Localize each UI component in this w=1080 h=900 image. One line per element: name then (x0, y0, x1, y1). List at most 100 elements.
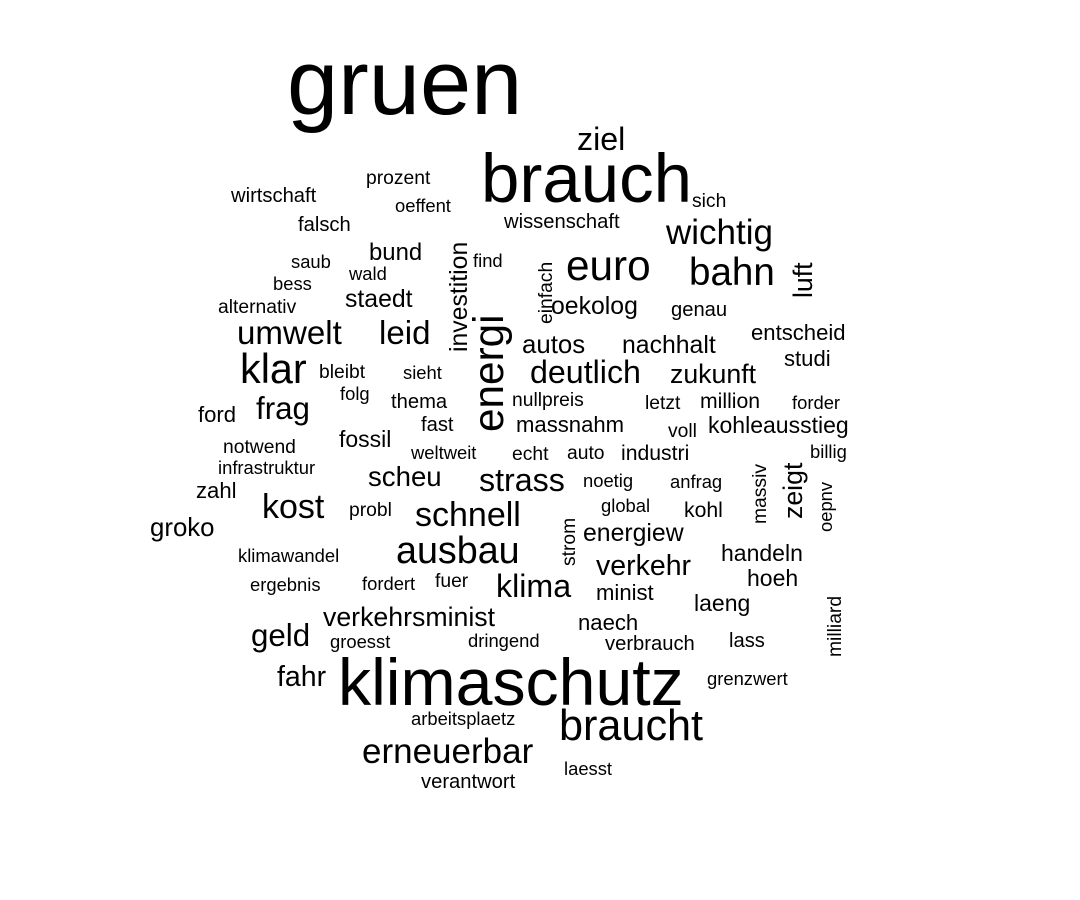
word-noetig: noetig (583, 470, 633, 491)
word-sich: sich (692, 191, 726, 212)
word-verantwort: verantwort (421, 771, 516, 793)
word-fast: fast (421, 414, 454, 436)
word-wald: wald (348, 263, 387, 284)
word-billig: billig (810, 441, 847, 462)
word-klima: klima (496, 568, 571, 604)
word-handeln: handeln (721, 540, 803, 566)
word-nachhalt: nachhalt (622, 332, 716, 359)
word-minist: minist (596, 580, 654, 605)
word-klar: klar (240, 346, 307, 392)
word-global: global (601, 495, 650, 516)
word-letzt: letzt (645, 393, 681, 414)
word-staedt: staedt (345, 286, 413, 313)
word-kost: kost (262, 488, 325, 526)
word-nullpreis: nullpreis (512, 390, 584, 411)
word-naech: naech (578, 610, 638, 635)
word-wissenschaft: wissenschaft (503, 211, 620, 233)
word-grenzwert: grenzwert (707, 668, 788, 689)
word-arbeitsplaetz: arbeitsplaetz (411, 708, 515, 729)
word-scheu: scheu (368, 461, 442, 492)
word-bleibt: bleibt (319, 362, 366, 383)
word-saub: saub (291, 251, 331, 272)
word-kohleausstieg: kohleausstieg (708, 412, 849, 438)
word-groko: groko (150, 514, 215, 542)
word-industri: industri (621, 442, 689, 465)
word-massnahm: massnahm (516, 412, 624, 437)
word-schnell: schnell (415, 496, 521, 534)
word-wirtschaft: wirtschaft (230, 185, 317, 207)
word-forder: forder (792, 392, 840, 413)
word-hoeh: hoeh (747, 565, 798, 591)
word-deutlich: deutlich (530, 354, 641, 390)
word-fahr: fahr (277, 661, 327, 693)
word-auto: auto (567, 443, 605, 464)
word-strom: strom (559, 518, 580, 566)
word-groesst: groesst (330, 631, 390, 652)
word-ausbau: ausbau (396, 529, 520, 571)
word-notwend: notwend (223, 437, 296, 458)
word-verkehr: verkehr (596, 550, 692, 582)
word-prozent: prozent (366, 168, 431, 189)
word-entscheid: entscheid (751, 320, 846, 345)
word-fordert: fordert (362, 573, 415, 594)
word-oekolog: oekolog (551, 293, 638, 320)
word-kohl: kohl (684, 499, 723, 522)
word-echt: echt (512, 444, 549, 465)
word-voll: voll (668, 421, 697, 442)
word-anfrag: anfrag (670, 471, 722, 492)
word-bess: bess (273, 273, 312, 294)
word-fuer: fuer (435, 571, 469, 592)
word-alternativ: alternativ (218, 297, 297, 318)
word-massiv: massiv (750, 464, 771, 524)
word-brauch: brauch (481, 140, 692, 217)
word-energi: energi (465, 314, 512, 432)
word-zahl: zahl (196, 478, 237, 503)
word-geld: geld (251, 618, 310, 653)
word-zukunft: zukunft (670, 359, 757, 389)
word-luft: luft (788, 262, 818, 298)
word-ziel: ziel (577, 121, 625, 157)
word-fossil: fossil (339, 426, 391, 452)
word-bund: bund (369, 239, 422, 266)
word-klimaschutz: klimaschutz (338, 646, 684, 720)
word-investition: investition (446, 242, 473, 352)
word-milliard: milliard (825, 596, 846, 657)
word-million: million (700, 390, 760, 413)
word-klimawandel: klimawandel (238, 545, 339, 566)
word-oepnv: oepnv (815, 481, 836, 532)
word-autos: autos (522, 331, 585, 359)
word-leid: leid (379, 315, 431, 352)
word-oeffent: oeffent (395, 195, 451, 216)
word-lass: lass (729, 630, 765, 652)
word-dringend: dringend (468, 630, 540, 651)
word-zeigt: zeigt (778, 462, 808, 519)
word-erneuerbar: erneuerbar (362, 732, 534, 771)
word-probl: probl (349, 500, 392, 521)
word-studi: studi (784, 346, 831, 371)
word-euro: euro (566, 242, 651, 289)
word-thema: thema (391, 391, 448, 413)
word-ergebnis: ergebnis (250, 574, 321, 595)
word-bahn: bahn (689, 251, 775, 294)
word-folg: folg (340, 383, 370, 404)
word-genau: genau (671, 299, 727, 321)
word-falsch: falsch (298, 214, 351, 236)
word-braucht: braucht (559, 702, 703, 750)
word-umwelt: umwelt (237, 315, 342, 352)
word-wichtig: wichtig (665, 213, 773, 252)
word-laeng: laeng (694, 590, 750, 616)
word-frag: frag (256, 391, 310, 426)
word-laesst: laesst (564, 758, 612, 779)
word-strass: strass (479, 462, 565, 498)
word-find: find (473, 250, 503, 271)
word-ford: ford (198, 402, 236, 427)
word-verkehrsminist: verkehrsminist (323, 602, 496, 632)
word-einfach: einfach (536, 262, 557, 324)
word-sieht: sieht (403, 362, 442, 383)
word-energiew: energiew (583, 520, 684, 547)
word-verbrauch: verbrauch (605, 633, 695, 655)
word-gruen: gruen (287, 32, 522, 134)
word-weltweit: weltweit (410, 442, 476, 463)
word-infrastruktur: infrastruktur (218, 457, 315, 478)
